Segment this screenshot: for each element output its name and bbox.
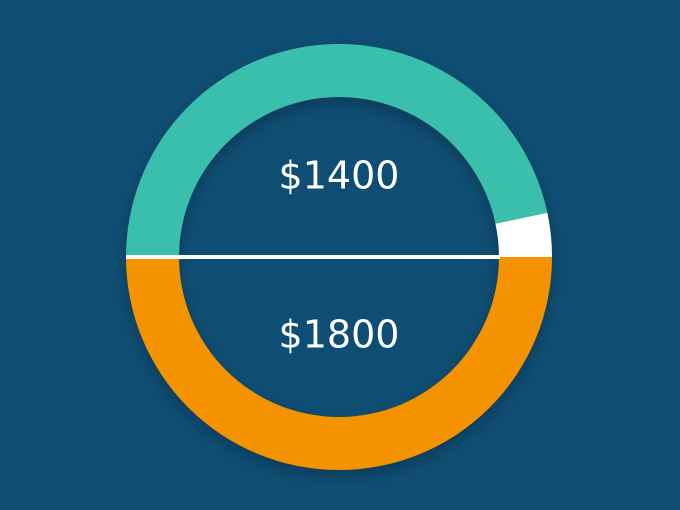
bottom-half-fill-arc — [126, 257, 552, 470]
top-half-fill-arc — [126, 43, 548, 258]
bottom-amount-label: $1800 — [279, 313, 400, 357]
top-amount-label: $1400 — [279, 154, 400, 198]
top-half-remainder-arc — [495, 212, 552, 257]
divider-line — [126, 255, 500, 259]
